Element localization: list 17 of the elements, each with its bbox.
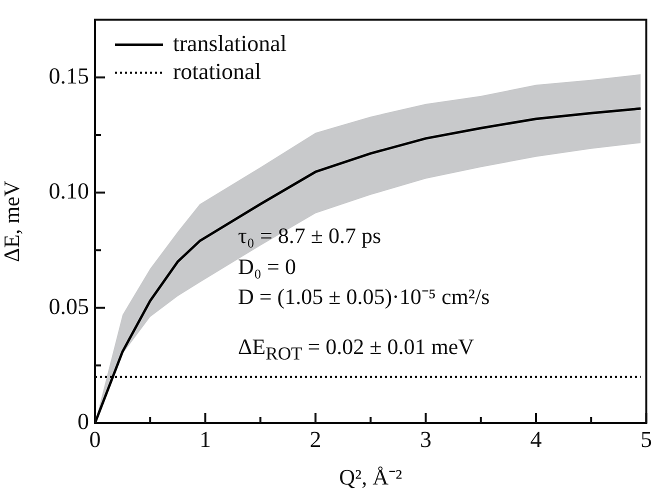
- y-tick-label: 0: [78, 409, 89, 434]
- x-axis-title: Q², Å⁻²: [339, 464, 403, 490]
- x-tick-label: 5: [640, 426, 652, 452]
- annotation: D = (1.05 ± 0.05)·10⁻⁵ cm²/s: [238, 284, 490, 309]
- annotation: ΔE$_{ROT}$ = 0.02 ± 0.01 meV: [238, 334, 474, 364]
- y-tick-label: 0.10: [48, 178, 89, 204]
- legend-label: rotational: [173, 58, 262, 84]
- x-tick-label: 4: [530, 426, 542, 452]
- annotation: D₀ = 0: [238, 254, 296, 279]
- y-tick-label: 0.05: [48, 294, 89, 319]
- annotation: τ₀ = 8.7 ± 0.7 ps: [238, 223, 382, 248]
- x-tick-label: 2: [310, 426, 322, 452]
- x-tick-label: 1: [200, 426, 211, 452]
- x-tick-label: 3: [420, 426, 432, 452]
- legend-label: translational: [173, 30, 287, 56]
- y-axis-title: ΔE, meV: [0, 180, 24, 262]
- y-tick-label: 0.15: [48, 63, 89, 88]
